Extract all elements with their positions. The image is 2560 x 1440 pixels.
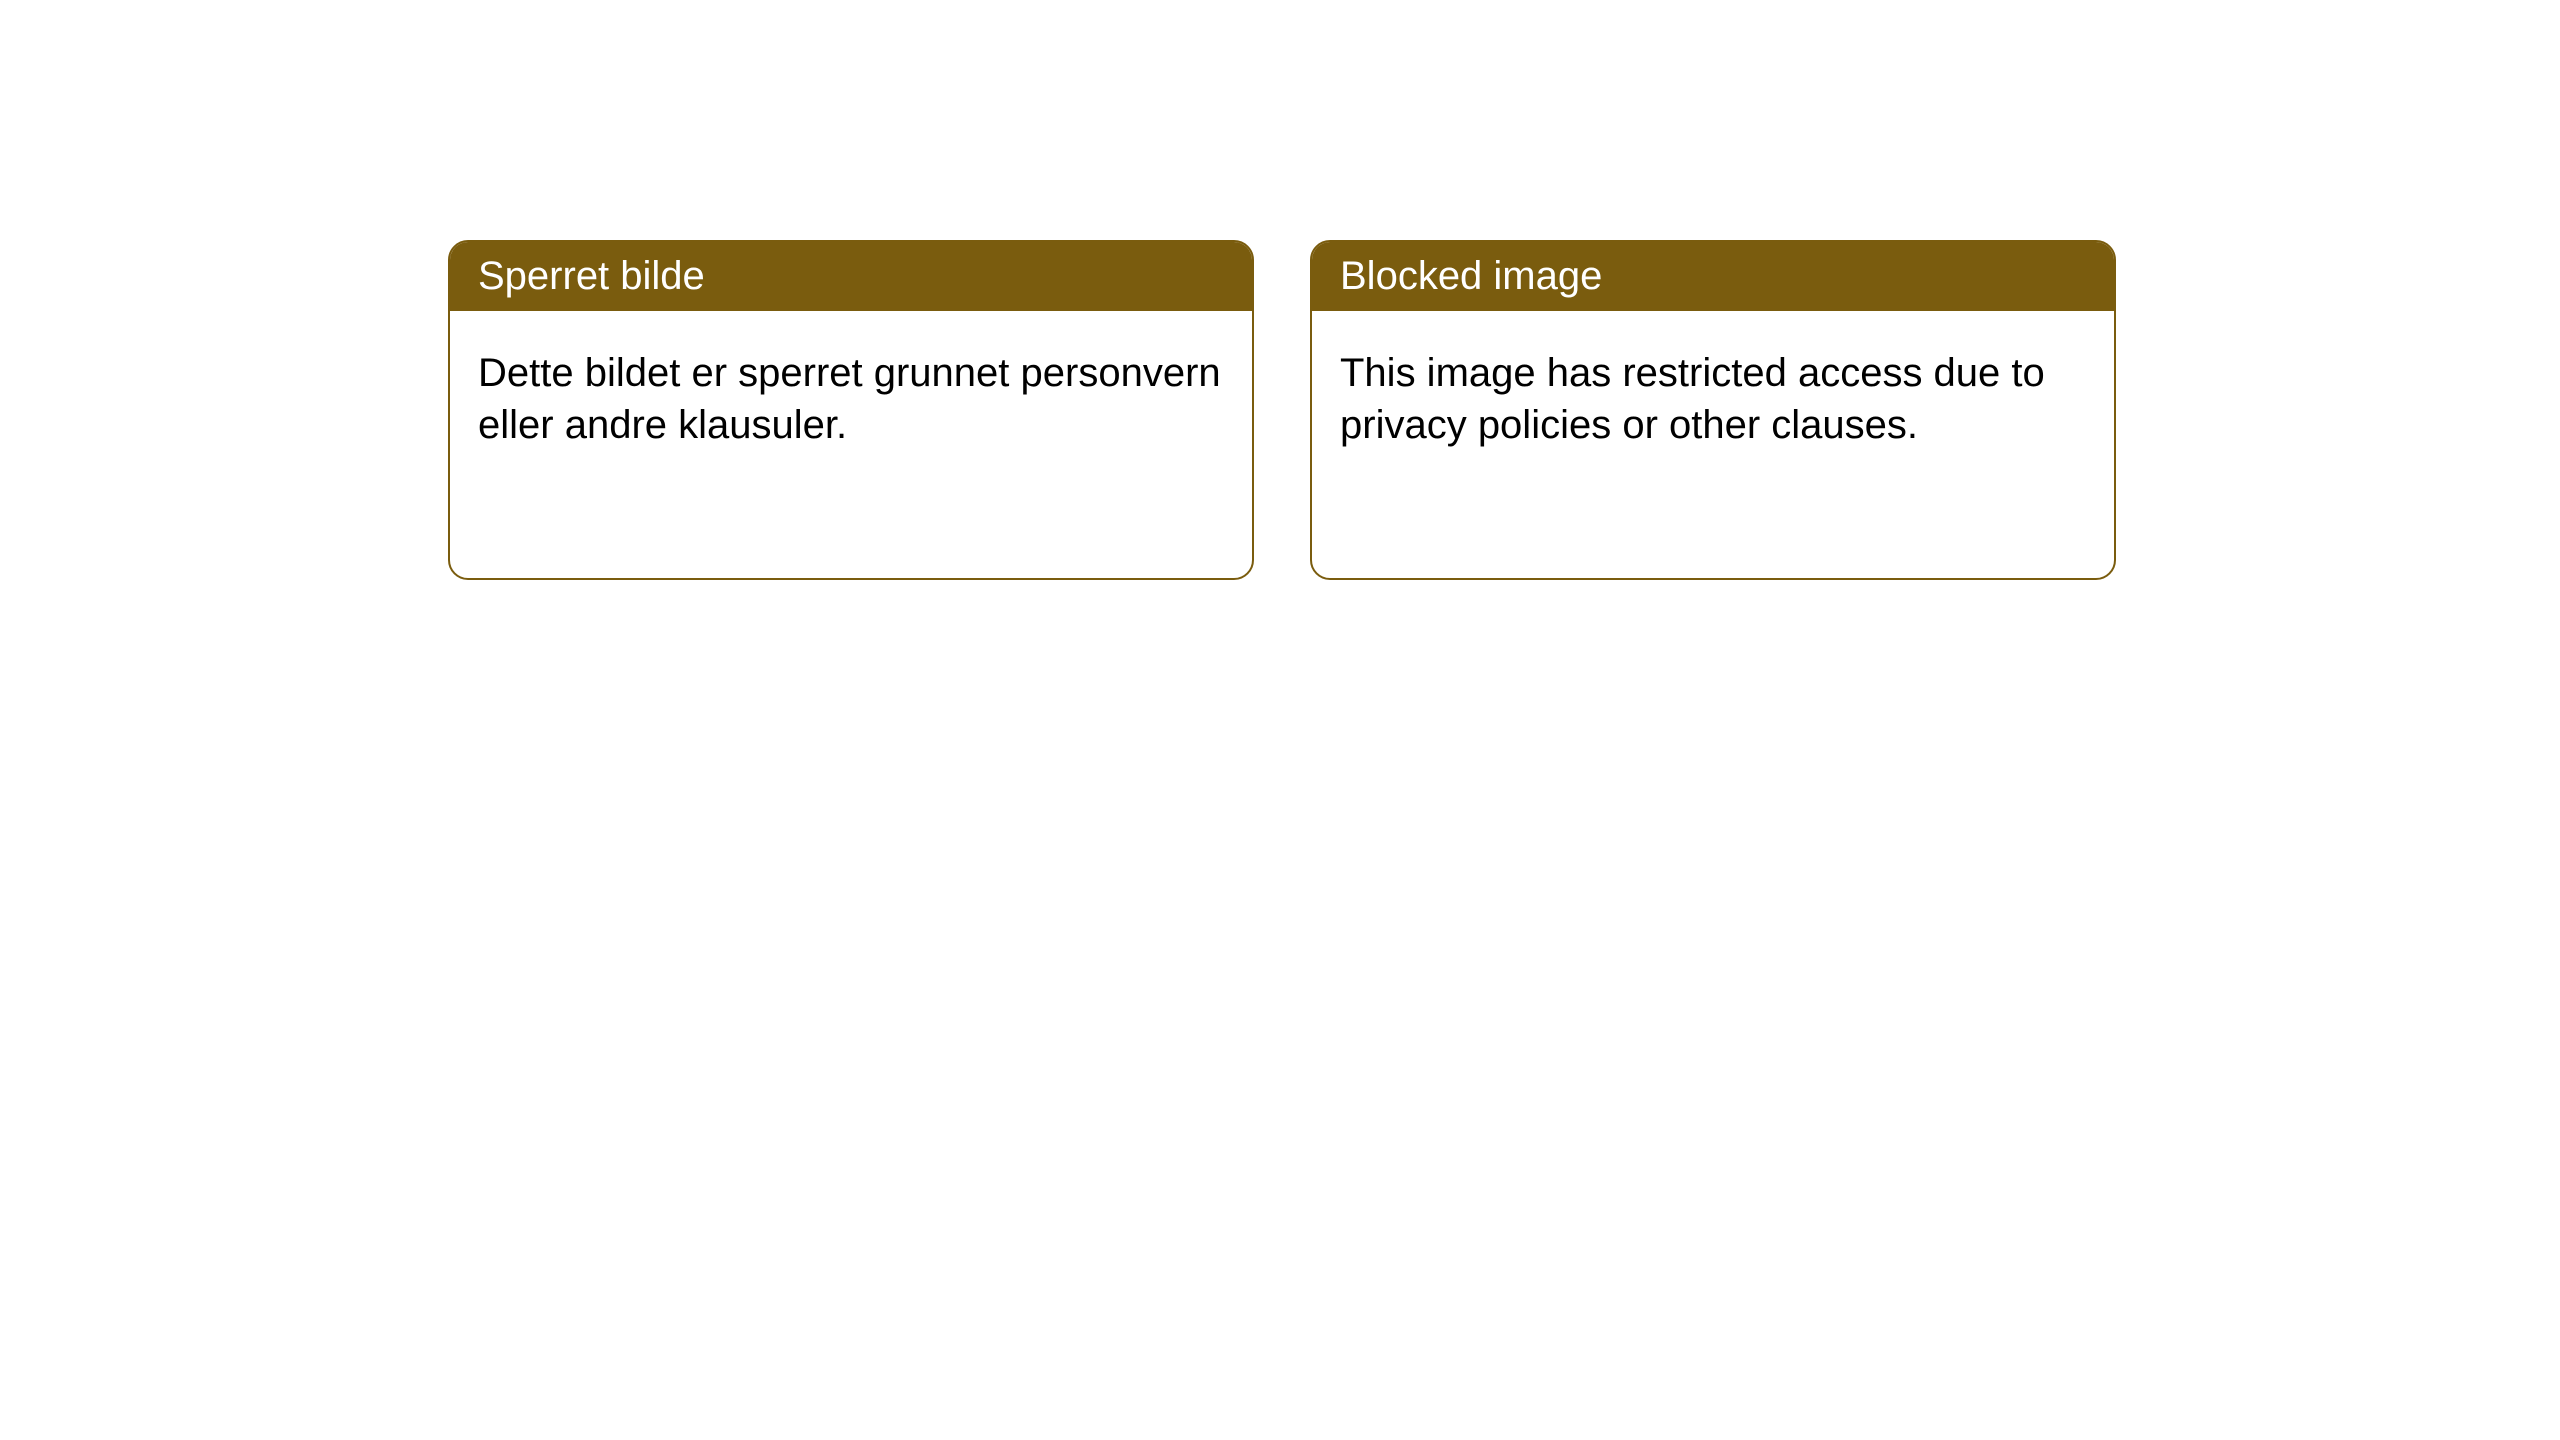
card-title: Sperret bilde [478, 254, 705, 298]
card-body: Dette bildet er sperret grunnet personve… [450, 311, 1252, 487]
card-title: Blocked image [1340, 254, 1602, 298]
notice-container: Sperret bilde Dette bildet er sperret gr… [0, 0, 2560, 580]
notice-card-no: Sperret bilde Dette bildet er sperret gr… [448, 240, 1254, 580]
card-header: Blocked image [1312, 242, 2114, 311]
card-body-text: Dette bildet er sperret grunnet personve… [478, 351, 1221, 447]
card-header: Sperret bilde [450, 242, 1252, 311]
notice-card-en: Blocked image This image has restricted … [1310, 240, 2116, 580]
card-body: This image has restricted access due to … [1312, 311, 2114, 487]
card-body-text: This image has restricted access due to … [1340, 351, 2045, 447]
